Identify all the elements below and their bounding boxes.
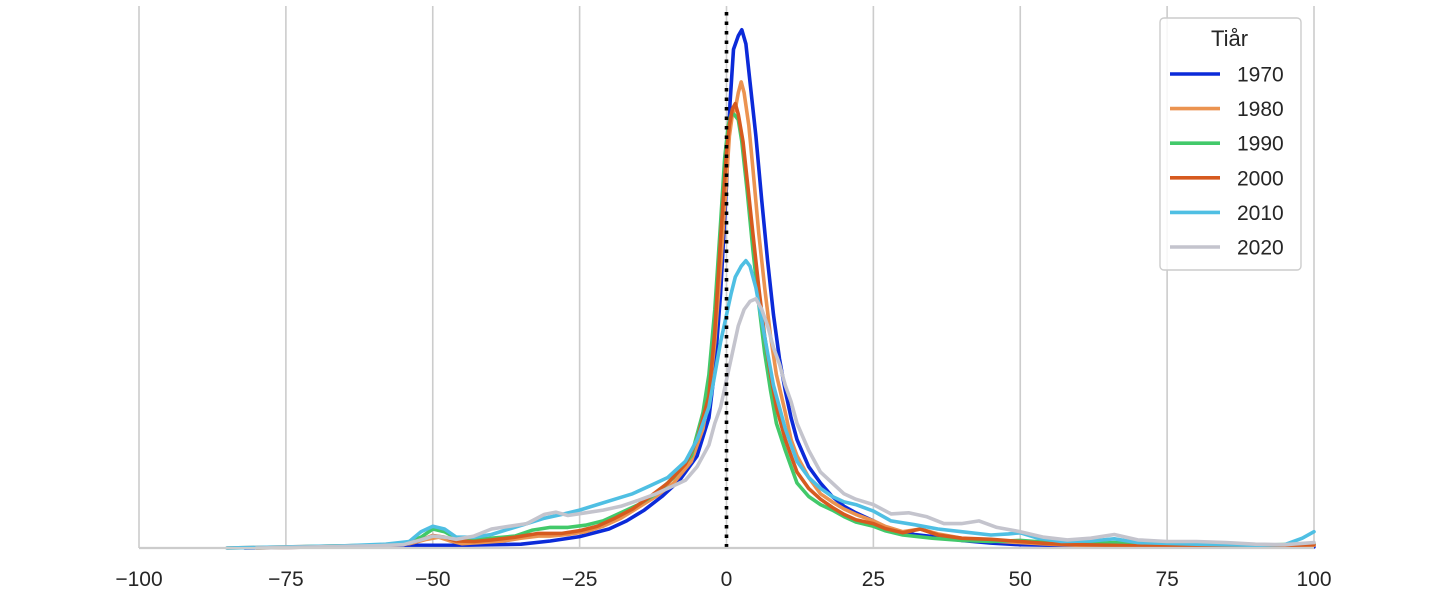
legend-label-2010: 2010 <box>1237 202 1284 225</box>
x-tick-label: −25 <box>562 568 598 591</box>
legend-label-2000: 2000 <box>1237 167 1284 190</box>
x-tick-label: 75 <box>1155 568 1178 591</box>
x-tick-label: 50 <box>1009 568 1032 591</box>
legend-label-1980: 1980 <box>1237 98 1284 121</box>
x-tick-labels: −100 −75 −50 −25 0 25 50 75 100 <box>115 568 1331 591</box>
legend-label-2020: 2020 <box>1237 237 1284 260</box>
legend: Tiår 1970 1980 1990 2000 2010 2020 <box>1159 17 1302 271</box>
legend-title: Tiår <box>1211 26 1248 51</box>
x-tick-label: −50 <box>415 568 451 591</box>
x-tick-label: 25 <box>862 568 885 591</box>
series-lines <box>225 28 1316 550</box>
x-tick-label: −75 <box>268 568 304 591</box>
legend-items: 1970 1980 1990 2000 2010 2020 <box>1170 64 1284 260</box>
series-line-1980 <box>225 80 1316 550</box>
series-line-1990 <box>254 112 1316 550</box>
legend-label-1970: 1970 <box>1237 64 1284 87</box>
legend-label-1990: 1990 <box>1237 133 1284 156</box>
x-tick-label: 0 <box>721 568 733 591</box>
series-line-2000 <box>254 101 1316 550</box>
x-tick-label: −100 <box>115 568 162 591</box>
series-line-1970 <box>243 28 1316 550</box>
series-line-2020 <box>254 296 1316 550</box>
series-line-2010 <box>225 258 1316 550</box>
x-tick-label: 100 <box>1296 568 1331 591</box>
legend-box <box>1159 17 1302 271</box>
vertical-gridlines <box>138 6 1315 548</box>
